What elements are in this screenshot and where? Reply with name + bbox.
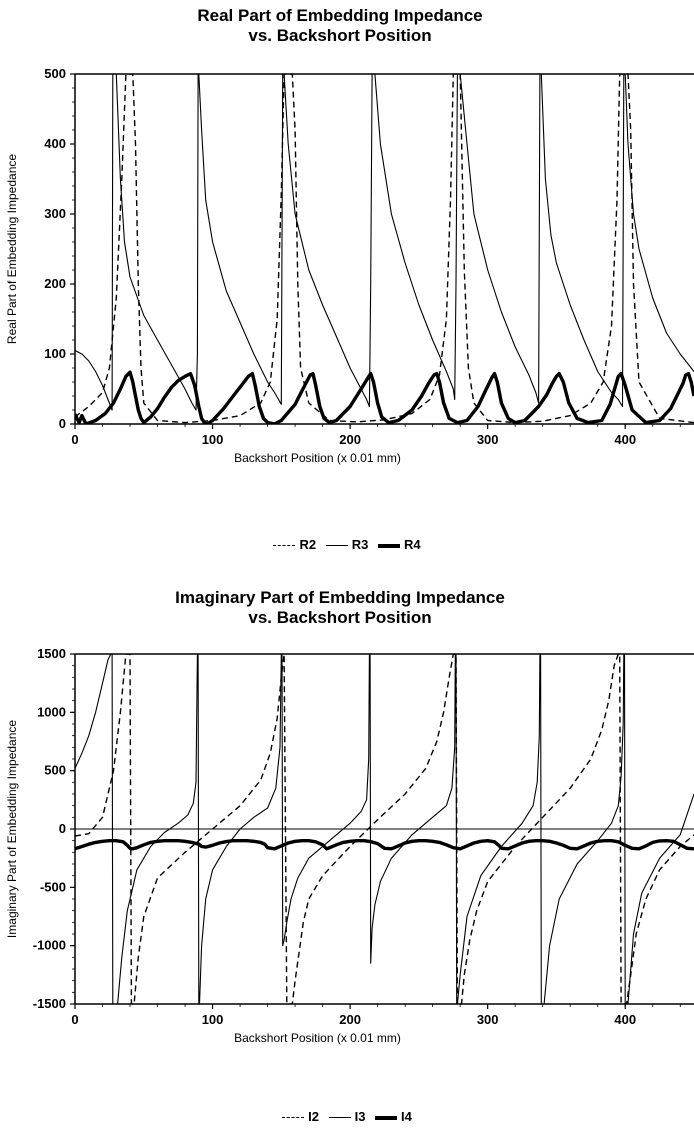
y-tick-label: 200 xyxy=(44,276,66,291)
x-tick-label: 100 xyxy=(202,1012,224,1027)
x-tick-label: 0 xyxy=(71,1012,78,1027)
y-tick-label: 0 xyxy=(59,821,66,836)
legend-swatch-thin xyxy=(328,1117,351,1119)
legend-label-r4: R4 xyxy=(403,537,421,552)
legend-label-r3: R3 xyxy=(351,537,369,552)
y-axis-title: Imaginary Part of Embedding Impedance xyxy=(5,720,19,938)
chart2-title-line2: vs. Backshort Position xyxy=(248,608,432,627)
x-axis-title: Backshort Position (x 0.01 mm) xyxy=(234,1031,401,1045)
series-line-i2 xyxy=(75,654,694,1004)
legend-label-i2: I2 xyxy=(308,1109,319,1124)
legend-item-i4: I4 xyxy=(375,1109,412,1124)
y-tick-label: 1500 xyxy=(37,646,66,661)
legend-label-i4: I4 xyxy=(401,1109,412,1124)
legend-item-r3: R3 xyxy=(325,537,369,552)
y-tick-label: -1000 xyxy=(33,938,66,953)
chart1-title-line2: vs. Backshort Position xyxy=(248,26,432,45)
x-tick-label: 200 xyxy=(339,432,361,447)
legend-swatch-thick xyxy=(375,1115,398,1120)
y-tick-label: 500 xyxy=(44,763,66,778)
x-tick-label: 300 xyxy=(477,432,499,447)
chart1-legend: R2 R3 R4 xyxy=(0,537,694,552)
y-axis-title: Real Part of Embedding Impedance xyxy=(5,154,19,344)
series-line-i3 xyxy=(75,654,694,1004)
x-tick-label: 300 xyxy=(477,1012,499,1027)
chart1-plot: 0 100 200 300 400 500 0 100 200 300 400 Backshort P… xyxy=(5,66,694,465)
x-tick-label: 100 xyxy=(202,432,224,447)
series-line-r4 xyxy=(75,370,694,424)
series-line-r3 xyxy=(75,74,694,411)
chart2-title-line1: Imaginary Part of Embedding Impedance xyxy=(175,588,505,607)
x-tick-label: 400 xyxy=(614,1012,636,1027)
y-tick-label: 100 xyxy=(44,346,66,361)
legend-item-r2: R2 xyxy=(273,537,316,552)
legend-label-r2: R2 xyxy=(299,537,317,552)
y-tick-label: 500 xyxy=(44,66,66,81)
chart1-title-line1: Real Part of Embedding Impedance xyxy=(197,6,483,25)
legend-item-i3: I3 xyxy=(328,1109,366,1124)
chart2-legend: I2 I3 I4 xyxy=(0,1109,694,1124)
x-tick-label: 400 xyxy=(614,432,636,447)
legend-item-r4: R4 xyxy=(377,537,421,552)
legend-swatch-thin xyxy=(325,545,348,547)
y-tick-label: 1000 xyxy=(37,704,66,719)
legend-item-i2: I2 xyxy=(282,1109,319,1124)
series-group xyxy=(75,74,694,424)
series-line-r2 xyxy=(75,74,694,424)
series-group xyxy=(75,654,694,1004)
chart2-plot: -1500 -1000 -500 0 500 1000 1500 0 100 200 300 400 B… xyxy=(5,646,694,1045)
x-axis-title: Backshort Position (x 0.01 mm) xyxy=(234,451,401,465)
series-line-i4 xyxy=(75,838,694,851)
legend-swatch-dashed xyxy=(273,545,296,547)
legend-swatch-thick xyxy=(377,543,400,548)
legend-label-i3: I3 xyxy=(354,1109,366,1124)
y-tick-label: -1500 xyxy=(33,996,66,1011)
legend-swatch-dashed xyxy=(282,1117,305,1119)
y-tick-label: 400 xyxy=(44,136,66,151)
chart2-title: Imaginary Part of Embedding Impedance vs… xyxy=(60,588,620,628)
y-tick-label: 0 xyxy=(59,416,66,431)
y-tick-label: 300 xyxy=(44,206,66,221)
y-tick-label: -500 xyxy=(40,879,66,894)
x-tick-label: 0 xyxy=(71,432,78,447)
x-tick-label: 200 xyxy=(339,1012,361,1027)
chart1-title: Real Part of Embedding Impedance vs. Bac… xyxy=(60,6,620,46)
